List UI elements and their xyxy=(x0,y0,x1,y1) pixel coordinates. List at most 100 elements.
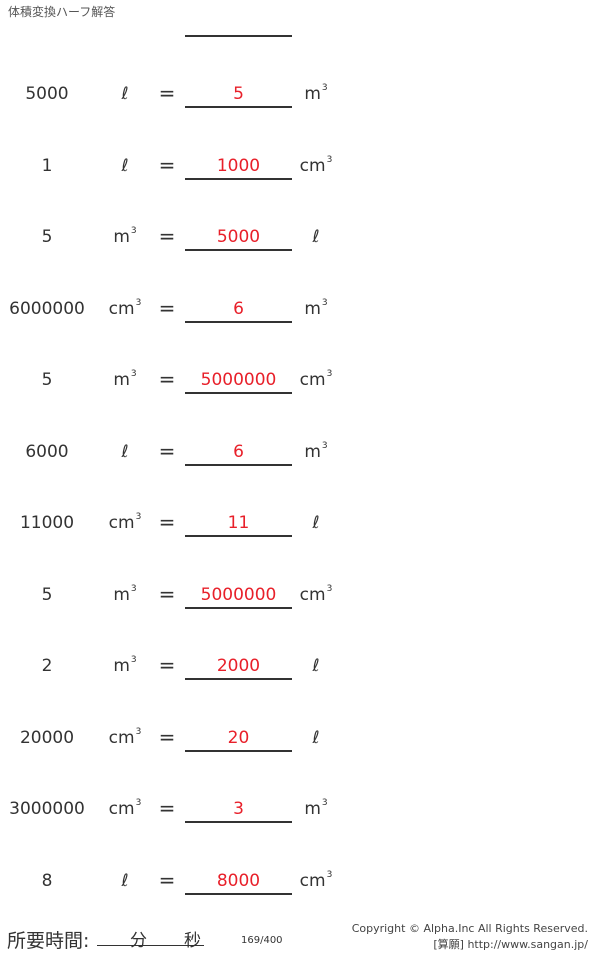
problem-row: 2 m3 = 2000 ℓ xyxy=(0,653,600,686)
unit-exponent: 3 xyxy=(321,83,328,93)
result-unit: cm3 xyxy=(294,583,338,605)
unit-text: m xyxy=(304,799,321,819)
unit-exponent: 3 xyxy=(135,798,142,808)
result-unit: ℓ xyxy=(294,227,338,247)
given-unit: ℓ xyxy=(103,156,147,176)
unit-text: cm xyxy=(299,155,326,176)
problem-row: 5000 ℓ = 5 m3 xyxy=(0,81,600,114)
unit-text: m xyxy=(113,656,130,676)
equals-sign: = xyxy=(158,581,176,606)
answer-field: 8000 xyxy=(185,871,292,895)
given-unit: m3 xyxy=(103,583,147,605)
unit-text: m xyxy=(304,84,321,104)
result-unit: m3 xyxy=(294,297,338,319)
unit-text: ℓ xyxy=(312,513,320,533)
site-link: [算願] http://www.sangan.jp/ xyxy=(433,938,588,951)
equals-sign: = xyxy=(158,81,176,105)
problem-row: 6000000 cm3 = 6 m3 xyxy=(0,295,600,329)
equals-sign: = xyxy=(158,152,176,177)
answer-field: 5000000 xyxy=(185,585,292,609)
unit-exponent: 3 xyxy=(130,583,137,594)
unit-text: cm xyxy=(108,298,135,319)
problem-row: 6000 ℓ = 6 m3 xyxy=(0,438,600,472)
unit-exponent: 3 xyxy=(326,583,333,594)
unit-exponent: 3 xyxy=(326,369,333,379)
result-unit: cm3 xyxy=(294,369,338,391)
unit-exponent: 3 xyxy=(321,440,328,451)
given-unit: cm3 xyxy=(103,798,147,820)
time-line xyxy=(97,945,204,946)
unit-text: m xyxy=(113,584,130,605)
given-value: 20000 xyxy=(19,727,75,748)
answer-field: 5000 xyxy=(185,227,292,251)
unit-text: m xyxy=(304,298,321,319)
unit-text: cm xyxy=(108,799,135,819)
given-unit: ℓ xyxy=(103,442,147,462)
given-value: 2 xyxy=(41,656,53,676)
unit-text: cm xyxy=(299,584,326,605)
given-unit: m3 xyxy=(103,226,147,248)
unit-text: ℓ xyxy=(312,656,320,676)
given-value: 5 xyxy=(41,370,53,390)
answer-field: 11 xyxy=(185,513,292,537)
unit-text: m xyxy=(113,227,130,247)
problem-row: 8 ℓ = 8000 cm3 xyxy=(0,867,600,901)
result-unit: ℓ xyxy=(294,513,338,533)
answer-field: 2000 xyxy=(185,656,292,680)
answer-field: 5 xyxy=(185,84,292,108)
problem-row: 5 m3 = 5000 ℓ xyxy=(0,224,600,257)
equals-sign: = xyxy=(158,724,176,749)
unit-text: ℓ xyxy=(312,727,320,748)
unit-text: ℓ xyxy=(312,227,320,247)
result-unit: ℓ xyxy=(294,656,338,676)
problem-row: 11000 cm3 = 11 ℓ xyxy=(0,510,600,543)
given-value: 5000 xyxy=(25,84,69,104)
given-value: 6000 xyxy=(25,441,69,462)
result-unit: m3 xyxy=(294,440,338,462)
name-line xyxy=(185,35,292,37)
result-unit: cm3 xyxy=(294,155,338,176)
unit-text: ℓ xyxy=(121,441,129,462)
equals-sign: = xyxy=(158,224,176,248)
unit-exponent: 3 xyxy=(135,726,142,737)
unit-exponent: 3 xyxy=(130,226,137,236)
copyright-text: Copyright © Alpha.Inc All Rights Reserve… xyxy=(351,922,588,935)
given-value: 11000 xyxy=(19,513,75,533)
given-unit: cm3 xyxy=(103,297,147,319)
time-label: 所要時間: xyxy=(7,930,90,952)
unit-text: cm xyxy=(299,370,326,390)
given-unit: m3 xyxy=(103,656,147,677)
unit-text: cm xyxy=(108,513,135,533)
problem-row: 5 m3 = 5000000 cm3 xyxy=(0,581,600,615)
given-unit: cm3 xyxy=(103,726,147,748)
result-unit: m3 xyxy=(294,83,338,105)
unit-text: cm xyxy=(299,870,326,891)
problem-row: 20000 cm3 = 20 ℓ xyxy=(0,724,600,758)
answer-field: 6 xyxy=(185,442,292,466)
answer-field: 3 xyxy=(185,799,292,823)
given-unit: cm3 xyxy=(103,513,147,534)
given-unit: ℓ xyxy=(103,871,147,891)
unit-text: ℓ xyxy=(121,155,129,176)
answer-field: 6 xyxy=(185,299,292,323)
unit-exponent: 3 xyxy=(321,798,328,808)
answer-field: 5000000 xyxy=(185,370,292,394)
unit-text: ℓ xyxy=(121,84,129,104)
unit-exponent: 3 xyxy=(321,297,328,308)
equals-sign: = xyxy=(158,438,176,463)
problem-row: 1 ℓ = 1000 cm3 xyxy=(0,152,600,186)
minutes-label: 分 xyxy=(130,931,147,951)
unit-text: m xyxy=(304,441,321,462)
problem-row: 3000000 cm3 = 3 m3 xyxy=(0,796,600,829)
given-value: 5 xyxy=(41,227,53,247)
equals-sign: = xyxy=(158,653,176,677)
equals-sign: = xyxy=(158,510,176,534)
unit-exponent: 3 xyxy=(130,369,137,379)
given-value: 6000000 xyxy=(9,298,85,319)
equals-sign: = xyxy=(158,295,176,320)
unit-exponent: 3 xyxy=(135,297,142,308)
equals-sign: = xyxy=(158,867,176,892)
copyright: Copyright © Alpha.Inc All Rights Reserve… xyxy=(352,921,588,953)
problem-row: 5 m3 = 5000000 cm3 xyxy=(0,367,600,400)
unit-text: m xyxy=(113,370,130,390)
